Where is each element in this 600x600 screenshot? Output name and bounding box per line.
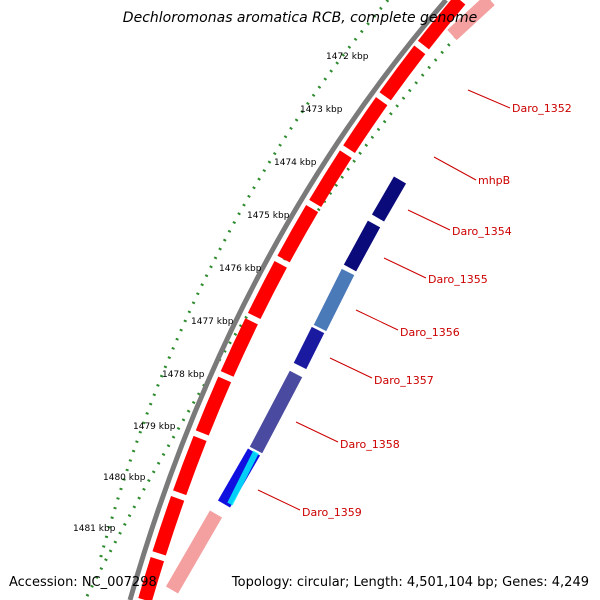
gene-label-daro-1355: Daro_1355 — [428, 273, 488, 286]
gene-daro-1359 — [227, 450, 259, 506]
gene-label-daro-1354: Daro_1354 — [452, 225, 512, 238]
gene-daro-1354 — [343, 220, 381, 272]
accession-text: Accession: NC_007298 — [9, 575, 157, 590]
reverse-strand-genes — [165, 0, 495, 594]
tick-label-1478: 1478 kbp — [162, 370, 205, 380]
gene-label-daro-1352: Daro_1352 — [512, 102, 572, 115]
gene-bottom-pink — [165, 510, 223, 594]
tick-label-1475: 1475 kbp — [247, 211, 290, 221]
tick-label-1476: 1476 kbp — [219, 264, 262, 274]
backbone-ring — [127, 0, 448, 600]
gene-label-daro-1358: Daro_1358 — [340, 438, 400, 451]
map-title: Dechloromonas aromatica RCB, complete ge… — [122, 10, 478, 26]
tick-label-1473: 1473 kbp — [300, 105, 343, 115]
gene-mhpB — [371, 176, 407, 222]
gene-label-daro-1359: Daro_1359 — [302, 506, 362, 519]
gene-daro-1352 — [447, 0, 495, 41]
gene-label-mhpB: mhpB — [478, 174, 510, 187]
forward-strand — [138, 0, 466, 600]
gene-daro-1356 — [293, 326, 325, 370]
genome-summary-text: Topology: circular; Length: 4,501,104 bp… — [231, 575, 589, 590]
gene-daro-1355 — [313, 268, 355, 332]
gene-callouts: Daro_1352 mhpB Daro_1354 Daro_1355 Daro_… — [257, 89, 572, 519]
tick-label-1479: 1479 kbp — [133, 422, 176, 432]
gene-label-daro-1356: Daro_1356 — [400, 326, 460, 339]
gene-label-daro-1357: Daro_1357 — [374, 374, 434, 387]
scale-tick-labels: 1472 kbp 1473 kbp 1474 kbp 1475 kbp 1476… — [73, 52, 369, 534]
tick-label-1474: 1474 kbp — [274, 158, 317, 168]
tick-label-1477: 1477 kbp — [191, 317, 234, 327]
scale-ring-dotted — [83, 0, 492, 600]
tick-label-1481: 1481 kbp — [73, 524, 116, 534]
gene-daro-1357 — [249, 370, 303, 454]
tick-label-1480: 1480 kbp — [103, 473, 146, 483]
tick-label-1472: 1472 kbp — [326, 52, 369, 62]
